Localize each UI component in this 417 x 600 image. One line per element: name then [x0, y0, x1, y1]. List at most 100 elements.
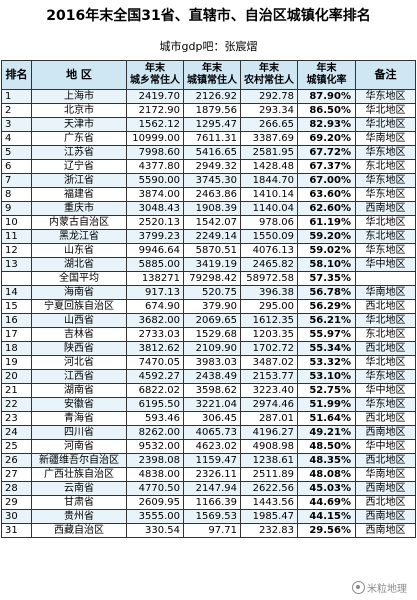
- cell-urban-pop: 2949.32: [183, 159, 241, 174]
- table-row: 5 江苏省 7998.60 5416.65 2581.95 67.72% 华东地区: [1, 145, 416, 160]
- cell-urban-pop: 2326.11: [183, 467, 241, 482]
- table-header: 排名 地 区 年末 城乡常住人 年末 城镇常住人 年末 农村常住人 年末 城镇化…: [1, 60, 416, 90]
- cell-region: 湖北省: [31, 257, 127, 272]
- cell-region: 陕西省: [31, 341, 127, 356]
- cell-urban-pop: 79298.42: [183, 271, 241, 286]
- table-row: 3 天津市 1562.12 1295.47 266.65 82.93% 华北地区: [1, 117, 416, 132]
- cell-urban-pop: 3983.03: [183, 355, 241, 370]
- cell-urban-pop: 2249.14: [183, 229, 241, 244]
- cell-rate: 48.08%: [297, 467, 356, 482]
- cell-region: 重庆市: [31, 201, 127, 216]
- cell-total-pop: 5590.00: [126, 173, 184, 188]
- urbanization-table: 排名 地 区 年末 城乡常住人 年末 城镇常住人 年末 农村常住人 年末 城镇化…: [1, 60, 416, 538]
- cell-area: 东北地区: [355, 159, 416, 174]
- cell-rural-pop: 3223.40: [240, 383, 298, 398]
- cell-total-pop: 3682.00: [126, 313, 184, 328]
- cell-area: 西北地区: [355, 341, 416, 356]
- cell-urban-pop: 1295.47: [183, 117, 241, 132]
- cell-total-pop: 3874.00: [126, 187, 184, 202]
- cell-urban-pop: 3745.30: [183, 173, 241, 188]
- cell-rural-pop: 1410.14: [240, 187, 298, 202]
- table-row: 29 甘肃省 2609.95 1166.39 1443.56 44.69% 西北地区: [1, 495, 416, 510]
- cell-rate: 44.15%: [297, 509, 356, 524]
- cell-rural-pop: 1702.72: [240, 341, 298, 356]
- source-credit: 城市gdp吧：张宸熠: [159, 40, 258, 53]
- cell-area: 西南地区: [355, 201, 416, 216]
- cell-rate: 67.72%: [297, 145, 356, 160]
- cell-total-pop: 3555.00: [126, 509, 184, 524]
- cell-urban-pop: 5870.51: [183, 243, 241, 258]
- cell-area: 华东地区: [355, 243, 416, 258]
- cell-area: 华北地区: [355, 313, 416, 328]
- cell-rural-pop: 1985.47: [240, 509, 298, 524]
- cell-rank: 6: [1, 159, 32, 174]
- cell-total-pop: 9532.00: [126, 439, 184, 454]
- cell-total-pop: 330.54: [126, 523, 184, 538]
- cell-rate: 57.35%: [297, 271, 356, 286]
- cell-area: 华东地区: [355, 369, 416, 384]
- cell-area: 华中地区: [355, 257, 416, 272]
- cell-urban-pop: 2463.86: [183, 187, 241, 202]
- cell-area: 西南地区: [355, 481, 416, 496]
- table-row: 18 陕西省 3812.62 2109.90 1702.72 55.34% 西北地区: [1, 341, 416, 356]
- cell-total-pop: 4592.27: [126, 369, 184, 384]
- cell-rate: 45.03%: [297, 481, 356, 496]
- cell-rate: 58.10%: [297, 257, 356, 272]
- cell-area: 华东地区: [355, 89, 416, 104]
- table-row: 22 安徽省 6195.50 3221.04 2974.46 51.99% 华东地区: [1, 397, 416, 412]
- cell-rate: 67.37%: [297, 159, 356, 174]
- cell-region: 江苏省: [31, 145, 127, 160]
- table-row: 8 福建省 3874.00 2463.86 1410.14 63.60% 华东地区: [1, 187, 416, 202]
- cell-rank: 29: [1, 495, 32, 510]
- cell-rate: 61.19%: [297, 215, 356, 230]
- table-row: 13 湖北省 5885.00 3419.19 2465.82 58.10% 华中地区: [1, 257, 416, 272]
- cell-total-pop: 3048.43: [126, 201, 184, 216]
- header-note: 备注: [355, 60, 416, 90]
- cell-region: 内蒙古自治区: [31, 215, 127, 230]
- cell-urban-pop: 1908.39: [183, 201, 241, 216]
- cell-total-pop: 593.46: [126, 411, 184, 426]
- cell-rural-pop: 4076.13: [240, 243, 298, 258]
- cell-rate: 55.97%: [297, 327, 356, 342]
- cell-urban-pop: 1166.39: [183, 495, 241, 510]
- header-rate: 年末 城镇化率: [297, 60, 356, 90]
- cell-total-pop: 7998.60: [126, 145, 184, 160]
- cell-rural-pop: 978.06: [240, 215, 298, 230]
- cell-urban-pop: 1159.47: [183, 453, 241, 468]
- cell-rank: 18: [1, 341, 32, 356]
- cell-urban-pop: 1529.68: [183, 327, 241, 342]
- cell-area: 华北地区: [355, 117, 416, 132]
- table-row: 1 上海市 2419.70 2126.92 292.78 87.90% 华东地区: [1, 89, 416, 104]
- cell-rank: 30: [1, 509, 32, 524]
- cell-rank: 24: [1, 425, 32, 440]
- cell-area: 西北地区: [355, 495, 416, 510]
- cell-rate: 82.93%: [297, 117, 356, 132]
- cell-rank: 7: [1, 173, 32, 188]
- cell-region: 甘肃省: [31, 495, 127, 510]
- table-row: 19 河北省 7470.05 3983.03 3487.02 53.32% 华北地区: [1, 355, 416, 370]
- cell-area: 华南地区: [355, 285, 416, 300]
- cell-region: 天津市: [31, 117, 127, 132]
- cell-rate: 63.60%: [297, 187, 356, 202]
- cell-area: [355, 271, 416, 286]
- cell-region: 云南省: [31, 481, 127, 496]
- cell-urban-pop: 1542.07: [183, 215, 241, 230]
- table-row: 23 青海省 593.46 306.45 287.01 51.64% 西北地区: [1, 411, 416, 426]
- cell-rank: 4: [1, 131, 32, 146]
- cell-rate: 87.90%: [297, 89, 356, 104]
- cell-area: 东北地区: [355, 327, 416, 342]
- table-row: 31 西藏自治区 330.54 97.71 232.83 29.56% 西南地区: [1, 523, 416, 538]
- table-row: 11 黑龙江省 3799.23 2249.14 1550.09 59.20% 东北地区: [1, 229, 416, 244]
- cell-total-pop: 138271: [126, 271, 184, 286]
- cell-urban-pop: 97.71: [183, 523, 241, 538]
- wechat-icon: [352, 581, 365, 594]
- cell-rural-pop: 1140.04: [240, 201, 298, 216]
- cell-area: 华东地区: [355, 145, 416, 160]
- cell-total-pop: 6195.50: [126, 397, 184, 412]
- cell-total-pop: 10999.00: [126, 131, 184, 146]
- cell-total-pop: 2520.13: [126, 215, 184, 230]
- cell-urban-pop: 2126.92: [183, 89, 241, 104]
- cell-total-pop: 2172.90: [126, 103, 184, 118]
- cell-urban-pop: 4065.73: [183, 425, 241, 440]
- cell-rate: 56.29%: [297, 299, 356, 314]
